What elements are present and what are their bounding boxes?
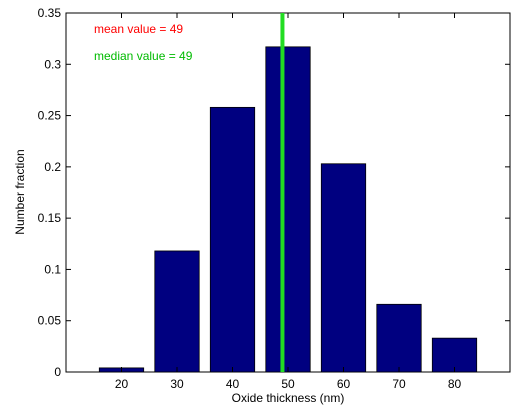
- x-tick-label: 50: [281, 377, 295, 391]
- y-tick-label: 0.05: [38, 314, 62, 328]
- y-tick-label: 0.25: [38, 109, 62, 123]
- bar: [209, 106, 256, 373]
- y-tick-label: 0.1: [44, 262, 61, 276]
- annotations-group: mean value = 49 median value = 49: [94, 22, 193, 63]
- x-tick-label: 60: [337, 377, 351, 391]
- ticks-group: 20 30 40 50 60 70 80 0 0.05 0.1 0.15 0.2 0.25 0.3 0.35: [38, 6, 510, 391]
- bars-group: [98, 46, 478, 373]
- x-tick-label: 30: [170, 377, 184, 391]
- x-tick-label: 40: [226, 377, 240, 391]
- x-tick-label: 20: [115, 377, 129, 391]
- bar: [431, 337, 478, 373]
- y-tick-label: 0.3: [44, 57, 61, 71]
- x-axis-label: Oxide thickness (nm): [232, 391, 345, 405]
- bar: [154, 250, 200, 373]
- bar: [376, 303, 422, 373]
- y-tick-label: 0.35: [38, 6, 62, 20]
- bar: [265, 46, 311, 373]
- x-tick-label: 70: [392, 377, 406, 391]
- bar: [320, 163, 367, 373]
- y-tick-label: 0: [54, 365, 61, 379]
- x-tick-label: 80: [448, 377, 462, 391]
- y-axis-label: Number fraction: [13, 149, 27, 234]
- y-tick-label: 0.2: [44, 160, 61, 174]
- annotation-label: median value = 49: [94, 49, 193, 63]
- annotation-label: mean value = 49: [94, 22, 183, 36]
- y-tick-label: 0.15: [38, 211, 62, 225]
